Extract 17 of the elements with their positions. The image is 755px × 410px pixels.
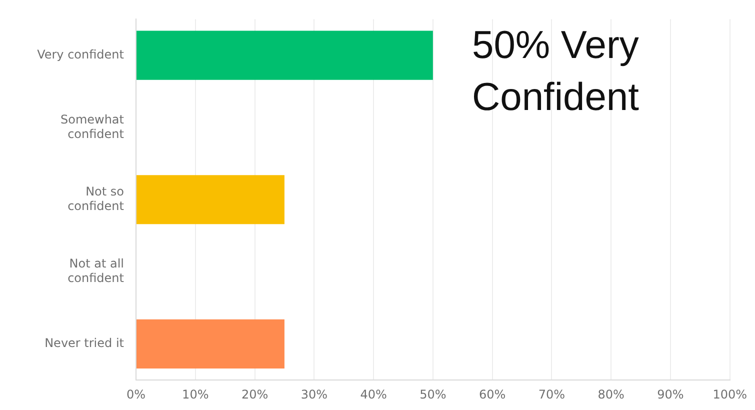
- y-tick-label: Never tried it: [44, 336, 124, 350]
- x-tick-label: 90%: [657, 387, 684, 402]
- y-tick-label: Not at all confident: [68, 256, 124, 286]
- x-tick-label: 40%: [360, 387, 387, 402]
- x-tick-label: 20%: [241, 387, 268, 402]
- x-tick-label: 50%: [420, 387, 446, 402]
- y-tick-label: Somewhat confident: [60, 112, 124, 141]
- annotation: 50% Very Confident: [472, 23, 640, 121]
- x-tick-label: 80%: [598, 387, 624, 402]
- x-tick-label: 60%: [478, 387, 506, 402]
- x-tick-label: 0%: [126, 387, 146, 402]
- x-tick-label: 70%: [538, 387, 566, 402]
- y-tick-label: Very confident: [37, 47, 124, 62]
- x-tick-label: 100%: [712, 387, 748, 402]
- y-tick-label: Not so confident: [68, 184, 124, 213]
- x-tick-label: 30%: [300, 387, 328, 402]
- x-tick-label: 10%: [182, 387, 209, 402]
